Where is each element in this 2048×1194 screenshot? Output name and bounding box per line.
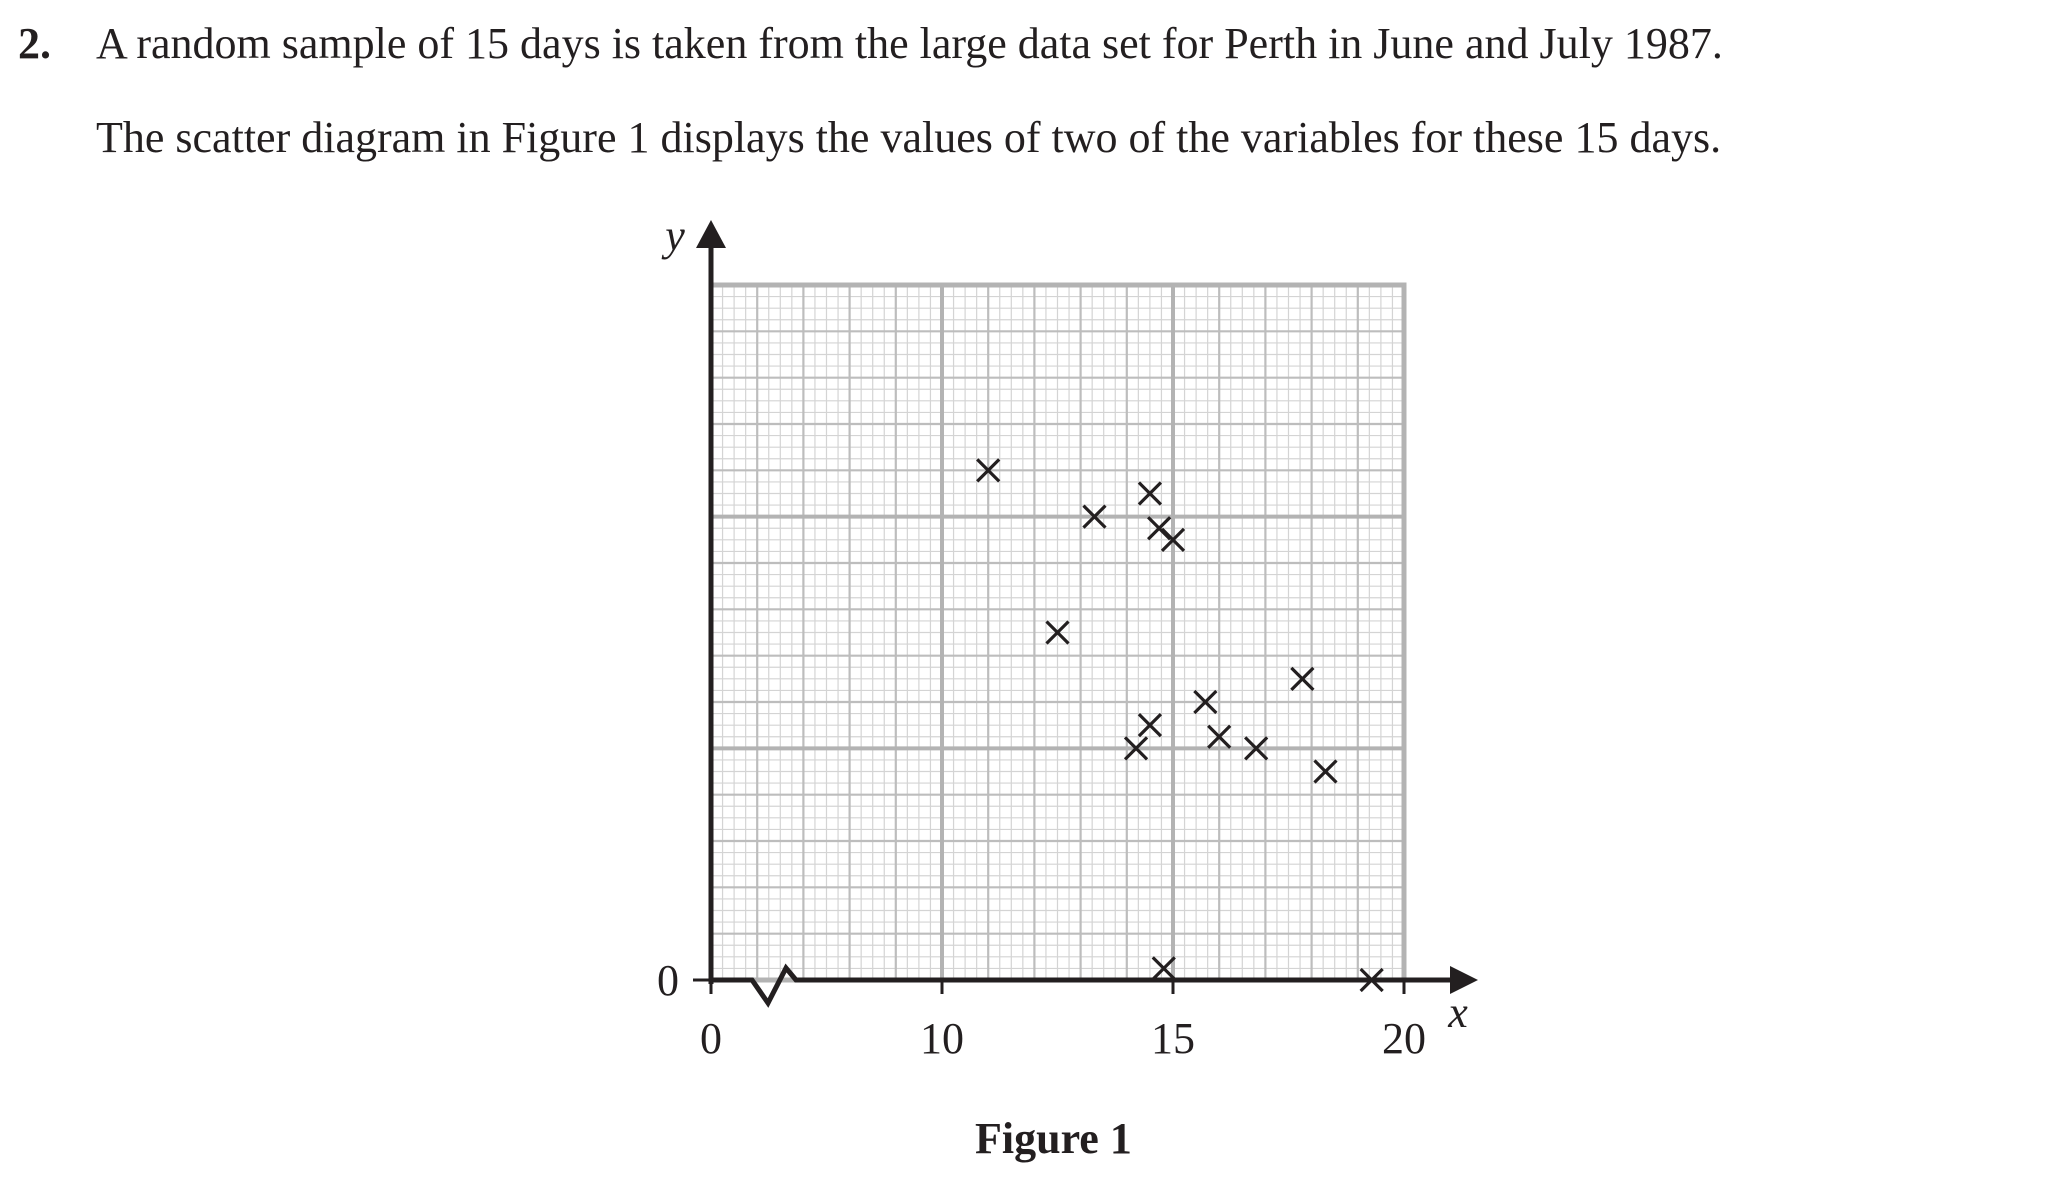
question-text-line-2: The scatter diagram in Figure 1 displays… (96, 113, 1722, 162)
cross-stroke (1290, 666, 1315, 691)
cross-stroke (1160, 527, 1186, 552)
cross-stroke (1137, 713, 1163, 738)
cross-stroke (1045, 620, 1070, 645)
data-point-cross (1244, 736, 1269, 761)
data-point-cross (1137, 713, 1163, 738)
data-point-cross (1147, 516, 1172, 541)
x-tick-label: 20 (1382, 1014, 1426, 1063)
data-point-cross (1207, 724, 1232, 749)
x-tick-label: 15 (1151, 1014, 1195, 1063)
cross-stroke (1313, 759, 1338, 784)
data-point-cross (1151, 956, 1176, 981)
y-axis-arrow (696, 220, 726, 248)
axes (693, 220, 1478, 1008)
cross-stroke (1137, 481, 1163, 506)
cross-stroke (1147, 516, 1172, 541)
cross-stroke (1193, 689, 1218, 715)
cross-stroke (1207, 724, 1232, 749)
y-tick-label: 0 (657, 956, 679, 1005)
data-point-cross (976, 458, 1001, 483)
data-points (976, 458, 1384, 993)
cross-stroke (976, 458, 1001, 483)
data-point-cross (1359, 967, 1384, 993)
y-axis-label: y (661, 211, 685, 260)
x-axis-arrow (1450, 966, 1478, 994)
grid-minor-lines (711, 285, 1404, 980)
data-point-cross (1123, 736, 1149, 761)
grid-mid-lines (711, 285, 1404, 980)
cross-stroke (1359, 967, 1384, 993)
x-tick-label: 0 (700, 1014, 722, 1063)
x-axis-label: x (1447, 988, 1468, 1037)
data-point-cross (1313, 759, 1338, 784)
cross-stroke (1123, 736, 1149, 761)
question-number: 2. (18, 19, 51, 68)
data-point-cross (1082, 504, 1107, 529)
figure-caption: Figure 1 (975, 1114, 1132, 1163)
data-point-cross (1160, 527, 1186, 552)
x-axis-line (711, 963, 1460, 1008)
data-point-cross (1045, 620, 1070, 645)
cross-stroke (1244, 736, 1269, 761)
tick-labels: 0 10 15 20 0 x y (657, 211, 1468, 1063)
x-tick-label: 10 (920, 1014, 964, 1063)
question-text-line-1: A random sample of 15 days is taken from… (96, 19, 1723, 68)
cross-stroke (1082, 504, 1107, 529)
cross-stroke (1151, 956, 1176, 981)
data-point-cross (1290, 666, 1315, 691)
data-point-cross (1193, 689, 1218, 715)
data-point-cross (1137, 481, 1163, 506)
